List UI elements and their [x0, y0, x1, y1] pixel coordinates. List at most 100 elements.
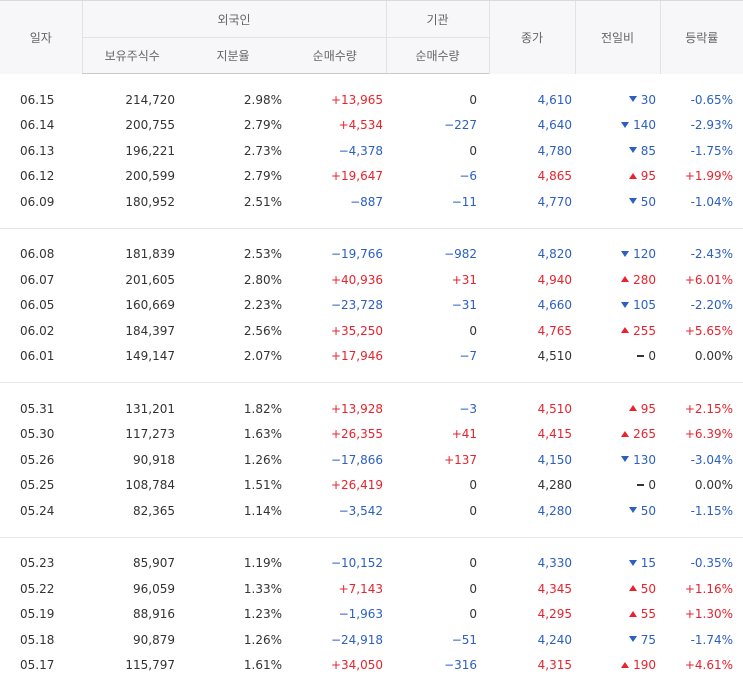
foreign-ratio-cell: 1.51% — [182, 473, 284, 499]
triangle-up-icon — [621, 327, 629, 333]
foreign-net-cell: −24,918 — [284, 627, 386, 653]
change-rate-cell: -1.74% — [660, 627, 743, 653]
foreign-holdings-cell: 160,669 — [82, 293, 182, 319]
foreign-net-cell: +34,050 — [284, 653, 386, 678]
header-foreign-group: 외국인 — [82, 1, 386, 38]
foreign-holdings-cell: 96,059 — [82, 576, 182, 602]
date-cell: 06.14 — [0, 113, 82, 139]
foreign-net-cell: −887 — [284, 189, 386, 215]
foreign-ratio-cell: 1.26% — [182, 627, 284, 653]
institution-net-cell: −316 — [386, 653, 489, 678]
foreign-ratio-cell: 1.61% — [182, 653, 284, 678]
row-spacer — [0, 524, 743, 538]
institution-net-cell: −3 — [386, 396, 489, 422]
change-rate-cell: -1.04% — [660, 189, 743, 215]
change-value: 190 — [633, 658, 656, 672]
triangle-up-icon — [629, 585, 637, 591]
close-price-cell: 4,660 — [489, 293, 575, 319]
header-change: 전일비 — [575, 1, 660, 74]
spacer-cell — [0, 537, 743, 551]
institution-net-cell: −982 — [386, 242, 489, 268]
institution-net-cell: −11 — [386, 189, 489, 215]
change-rate-cell: 0.00% — [660, 344, 743, 370]
foreign-holdings-cell: 201,605 — [82, 267, 182, 293]
header-change-rate: 등락률 — [660, 1, 743, 74]
change-value: 50 — [641, 195, 656, 209]
close-price-cell: 4,765 — [489, 318, 575, 344]
foreign-ratio-cell: 2.07% — [182, 344, 284, 370]
triangle-up-icon — [621, 276, 629, 282]
institution-net-cell: +137 — [386, 447, 489, 473]
change-rate-cell: +2.15% — [660, 396, 743, 422]
change-rate-cell: -2.20% — [660, 293, 743, 319]
foreign-net-cell: +13,928 — [284, 396, 386, 422]
institution-net-cell: −6 — [386, 164, 489, 190]
change-value: 75 — [641, 633, 656, 647]
foreign-holdings-cell: 180,952 — [82, 189, 182, 215]
change-cell: 140 — [575, 113, 660, 139]
triangle-up-icon — [621, 431, 629, 437]
change-rate-cell: -2.93% — [660, 113, 743, 139]
change-cell: 120 — [575, 242, 660, 268]
change-rate-cell: -1.75% — [660, 138, 743, 164]
foreign-holdings-cell: 181,839 — [82, 242, 182, 268]
spacer-cell — [0, 74, 743, 88]
foreign-net-cell: −17,866 — [284, 447, 386, 473]
dash-icon — [637, 355, 644, 357]
close-price-cell: 4,865 — [489, 164, 575, 190]
triangle-down-icon — [629, 636, 637, 642]
change-value: 55 — [641, 607, 656, 621]
foreign-holdings-cell: 90,879 — [82, 627, 182, 653]
change-cell: 50 — [575, 498, 660, 524]
change-rate-cell: -0.35% — [660, 551, 743, 577]
foreign-ratio-cell: 2.51% — [182, 189, 284, 215]
change-value: 95 — [641, 402, 656, 416]
spacer-cell — [0, 369, 743, 383]
change-value: 280 — [633, 273, 656, 287]
foreign-holdings-cell: 149,147 — [82, 344, 182, 370]
date-cell: 05.30 — [0, 422, 82, 448]
close-price-cell: 4,640 — [489, 113, 575, 139]
change-cell: 55 — [575, 602, 660, 628]
change-rate-cell: -3.04% — [660, 447, 743, 473]
foreign-ratio-cell: 1.33% — [182, 576, 284, 602]
institution-net-cell: +31 — [386, 267, 489, 293]
change-value: 0 — [648, 349, 656, 363]
date-cell: 06.15 — [0, 87, 82, 113]
change-value: 50 — [641, 504, 656, 518]
change-rate-cell: +1.99% — [660, 164, 743, 190]
change-cell: 30 — [575, 87, 660, 113]
foreign-net-cell: −19,766 — [284, 242, 386, 268]
foreign-ratio-cell: 2.73% — [182, 138, 284, 164]
close-price-cell: 4,295 — [489, 602, 575, 628]
spacer-cell — [0, 215, 743, 229]
foreign-holdings-cell: 184,397 — [82, 318, 182, 344]
foreign-holdings-cell: 131,201 — [82, 396, 182, 422]
change-value: 140 — [633, 118, 656, 132]
close-price-cell: 4,330 — [489, 551, 575, 577]
institution-net-cell: 0 — [386, 498, 489, 524]
change-value: 95 — [641, 169, 656, 183]
foreign-ratio-cell: 1.19% — [182, 551, 284, 577]
close-price-cell: 4,770 — [489, 189, 575, 215]
triangle-up-icon — [629, 173, 637, 179]
change-cell: 95 — [575, 396, 660, 422]
spacer-cell — [0, 228, 743, 242]
change-cell: 85 — [575, 138, 660, 164]
date-cell: 05.17 — [0, 653, 82, 678]
foreign-holdings-cell: 117,273 — [82, 422, 182, 448]
header-institution-net: 순매수량 — [386, 38, 489, 74]
date-cell: 05.18 — [0, 627, 82, 653]
foreign-holdings-cell: 200,755 — [82, 113, 182, 139]
header-foreign-ratio: 지분율 — [182, 38, 284, 74]
change-value: 265 — [633, 427, 656, 441]
close-price-cell: 4,510 — [489, 396, 575, 422]
change-value: 120 — [633, 247, 656, 261]
triangle-up-icon — [621, 662, 629, 668]
change-rate-cell: -2.43% — [660, 242, 743, 268]
